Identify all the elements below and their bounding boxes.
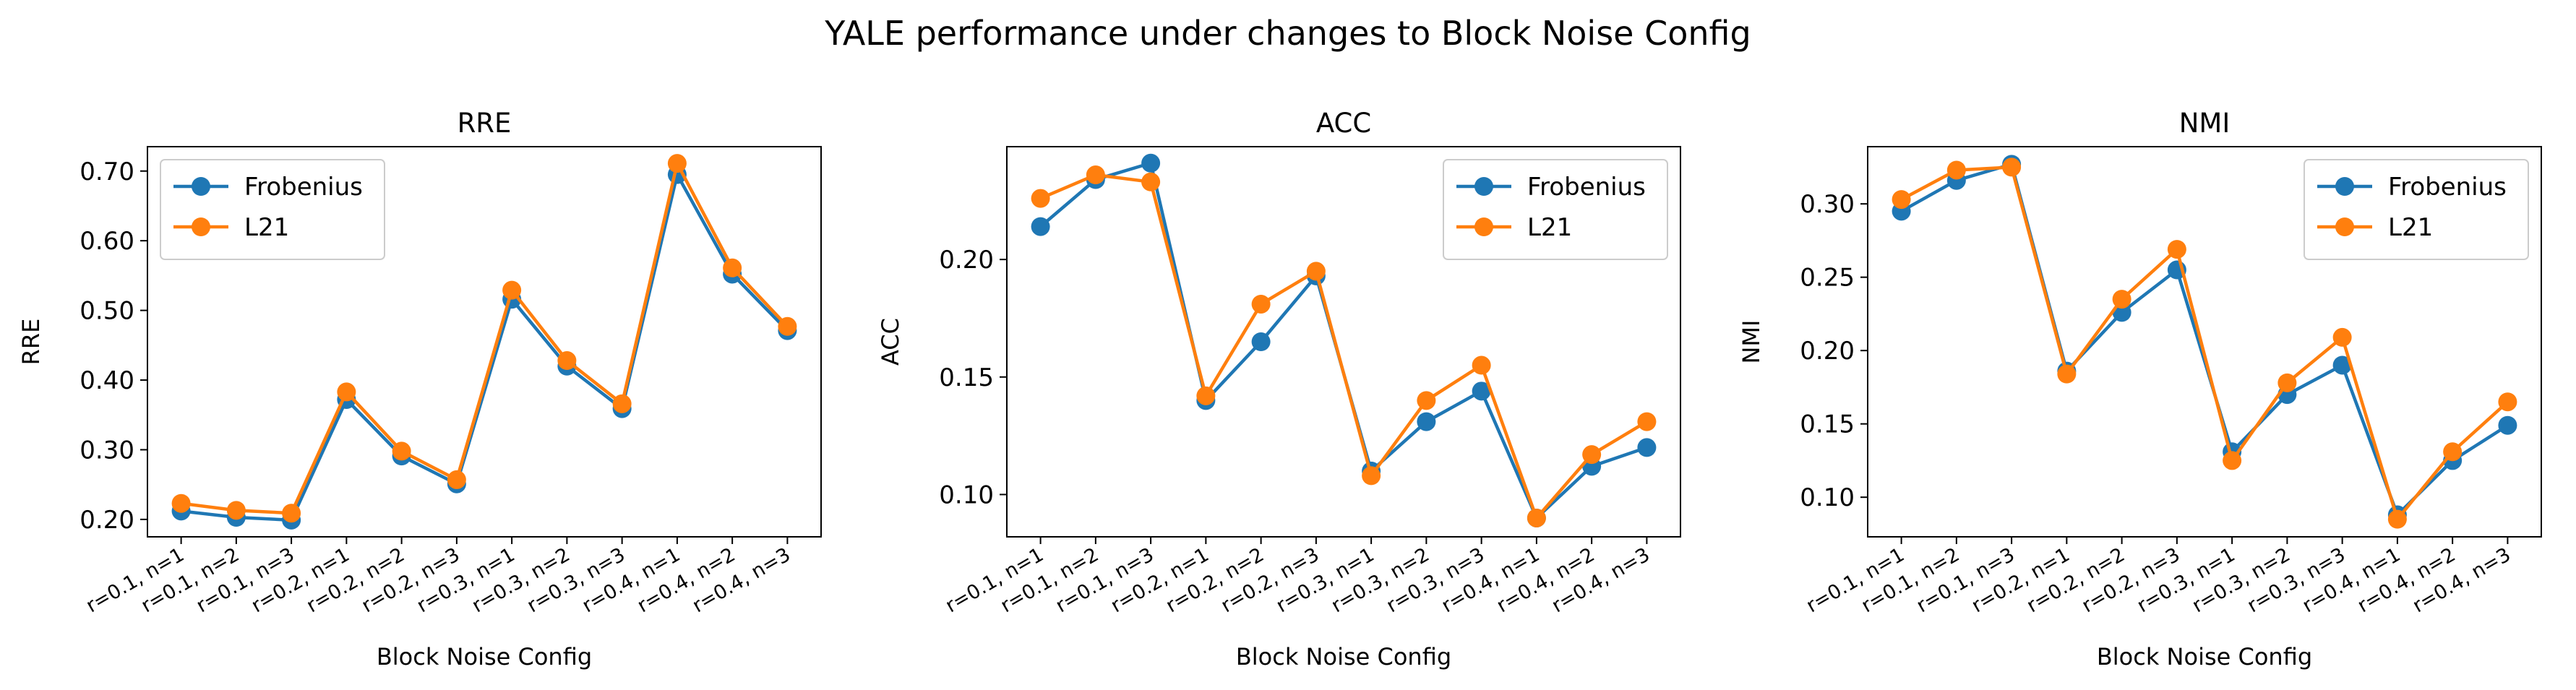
data-point-l21 <box>282 504 301 523</box>
y-tick-label: 0.25 <box>1800 264 1855 293</box>
data-point-l21 <box>1306 262 1326 281</box>
legend-marker-frobenius <box>192 177 210 196</box>
legend-label-l21: L21 <box>1527 213 1572 242</box>
data-point-l21 <box>1031 189 1050 208</box>
legend-label-l21: L21 <box>2388 213 2433 242</box>
panel-title: NMI <box>2179 108 2231 139</box>
panel-title: RRE <box>458 108 512 139</box>
data-point-l21 <box>2498 392 2517 412</box>
data-point-l21 <box>1362 466 1381 486</box>
y-tick-label: 0.10 <box>939 480 994 509</box>
data-point-l21 <box>2223 451 2242 470</box>
data-point-l21 <box>337 382 356 402</box>
y-tick-label: 0.50 <box>80 297 134 326</box>
data-point-l21 <box>1892 190 1911 210</box>
y-axis-label: RRE <box>17 319 45 366</box>
data-point-l21 <box>502 280 522 300</box>
data-point-l21 <box>1086 165 1105 185</box>
y-tick-label: 0.70 <box>80 158 134 186</box>
y-tick-label: 0.15 <box>939 363 994 392</box>
legend-label-frobenius: Frobenius <box>1527 173 1646 202</box>
data-point-frobenius <box>2498 415 2517 435</box>
data-point-l21 <box>1637 412 1657 431</box>
y-axis-label: ACC <box>877 318 904 366</box>
legend: Frobenius L21 <box>1443 159 1668 260</box>
data-point-l21 <box>447 470 466 489</box>
legend-marker-l21 <box>1474 217 1493 236</box>
data-point-l21 <box>778 316 797 336</box>
legend-label-l21: L21 <box>244 213 289 242</box>
data-point-l21 <box>1251 294 1271 314</box>
data-point-frobenius <box>1251 332 1271 351</box>
legend-marker-frobenius <box>1474 177 1493 196</box>
legend: Frobenius L21 <box>2304 159 2529 260</box>
data-point-l21 <box>723 258 742 277</box>
data-point-l21 <box>1946 160 1966 180</box>
plot-frame <box>1867 146 2542 538</box>
y-tick-label: 0.10 <box>1800 483 1855 512</box>
data-point-l21 <box>2167 240 2186 259</box>
x-axis-label: Block Noise Config <box>2097 643 2312 670</box>
data-point-l21 <box>1527 508 1546 527</box>
data-point-frobenius <box>2332 355 2352 375</box>
plot-frame <box>1006 146 1681 538</box>
x-axis-label: Block Noise Config <box>377 643 592 670</box>
data-point-l21 <box>2387 509 2407 529</box>
legend-marker-l21 <box>192 217 210 236</box>
y-tick-label: 0.20 <box>939 246 994 275</box>
data-point-l21 <box>1196 386 1216 405</box>
legend-marker-l21 <box>2335 217 2354 236</box>
data-point-l21 <box>2277 373 2297 392</box>
y-tick-label: 0.15 <box>1800 410 1855 439</box>
legend-label-frobenius: Frobenius <box>2388 173 2507 202</box>
legend-label-frobenius: Frobenius <box>244 173 363 202</box>
y-axis-label: NMI <box>1738 320 1765 364</box>
plot-frame <box>147 146 822 538</box>
y-tick-label: 0.30 <box>80 436 134 465</box>
data-point-l21 <box>557 351 577 371</box>
data-point-l21 <box>1141 172 1161 191</box>
data-point-l21 <box>2332 327 2352 347</box>
legend-marker-frobenius <box>2335 177 2354 196</box>
data-point-l21 <box>2057 364 2077 384</box>
data-point-frobenius <box>1031 217 1050 236</box>
data-point-l21 <box>392 441 411 461</box>
legend: Frobenius L21 <box>160 159 385 260</box>
data-point-l21 <box>226 501 246 520</box>
y-tick-label: 0.20 <box>1800 337 1855 366</box>
panel-title: ACC <box>1316 108 1371 139</box>
data-point-l21 <box>171 493 191 513</box>
y-tick-label: 0.20 <box>80 506 134 535</box>
data-point-l21 <box>1582 445 1602 465</box>
data-point-l21 <box>2002 158 2022 177</box>
data-point-frobenius <box>1637 438 1657 457</box>
y-tick-label: 0.30 <box>1800 190 1855 219</box>
data-point-l21 <box>2112 290 2131 309</box>
data-point-frobenius <box>1141 153 1161 173</box>
y-tick-label: 0.60 <box>80 227 134 256</box>
data-point-l21 <box>1472 355 1491 375</box>
legend-box <box>160 159 385 260</box>
data-point-l21 <box>612 394 632 413</box>
data-point-l21 <box>2443 442 2463 462</box>
data-point-frobenius <box>1472 381 1491 401</box>
figure-suptitle: YALE performance under changes to Block … <box>824 14 1751 53</box>
legend-box <box>2304 159 2529 260</box>
data-point-l21 <box>1417 391 1436 410</box>
legend-box <box>1443 159 1668 260</box>
y-tick-label: 0.40 <box>80 366 134 395</box>
data-point-l21 <box>667 154 687 173</box>
x-axis-label: Block Noise Config <box>1236 643 1451 670</box>
data-point-frobenius <box>1417 412 1436 431</box>
